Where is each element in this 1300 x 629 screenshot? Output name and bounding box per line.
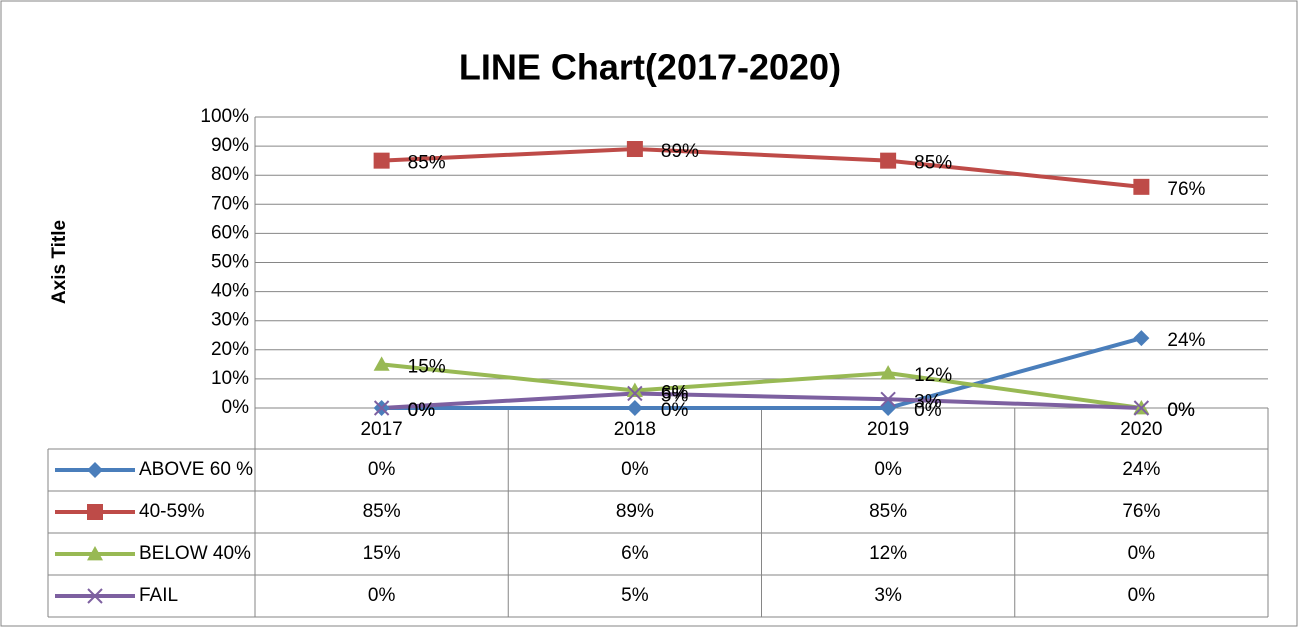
legend-marker — [87, 588, 103, 604]
legend-marker — [87, 504, 103, 520]
data-point — [880, 365, 897, 380]
y-tick-label: 20% — [211, 339, 249, 360]
series-line — [381, 147, 1142, 189]
table-cell: 0% — [1128, 585, 1156, 606]
x-tick-label: 2017 — [360, 419, 402, 440]
legend-label: ABOVE 60 % — [139, 459, 253, 480]
data-point — [880, 152, 897, 169]
data-point — [627, 385, 643, 402]
data-label: 5% — [661, 385, 689, 406]
table-cell: 89% — [616, 501, 654, 522]
data-point — [880, 391, 896, 407]
y-tick-label: 100% — [200, 106, 249, 127]
y-axis-title: Axis Title — [49, 220, 70, 304]
data-label: 0% — [1167, 400, 1195, 421]
legend-entry: 40-59% — [55, 501, 205, 522]
data-point — [373, 152, 390, 169]
y-tick-label: 90% — [211, 135, 249, 156]
y-tick-label: 0% — [222, 397, 250, 418]
table-cell: 12% — [869, 543, 907, 564]
series-line — [381, 391, 1142, 410]
y-tick-label: 40% — [211, 281, 249, 302]
data-label: 0% — [661, 400, 689, 421]
y-tick-label: 30% — [211, 310, 249, 331]
series-line — [381, 336, 1142, 410]
data-point — [1133, 330, 1150, 347]
y-tick-label: 80% — [211, 164, 249, 185]
data-label: 12% — [914, 365, 952, 386]
table-cell: 0% — [368, 585, 396, 606]
table-cell: 3% — [874, 585, 902, 606]
legend-entry: BELOW 40% — [55, 543, 251, 564]
data-point — [1133, 400, 1150, 416]
chart-title: LINE Chart(2017-2020) — [459, 47, 841, 88]
y-tick-label: 10% — [211, 368, 249, 389]
data-label: 85% — [408, 153, 446, 174]
data-label: 0% — [408, 400, 436, 421]
table-cell: 85% — [363, 501, 401, 522]
data-label: 3% — [914, 391, 942, 412]
legend-entry: ABOVE 60 % — [55, 459, 253, 480]
data-label: 85% — [914, 153, 952, 174]
data-point — [1133, 178, 1150, 195]
data-point — [626, 382, 643, 397]
x-tick-label: 2018 — [614, 419, 656, 440]
data-point — [626, 141, 643, 158]
table-cell: 0% — [874, 459, 902, 480]
data-label: 15% — [408, 356, 446, 377]
data-label: 76% — [1167, 179, 1205, 200]
table-cell: 24% — [1122, 459, 1160, 480]
legend-marker — [87, 462, 103, 478]
legend-entry: FAIL — [55, 585, 178, 606]
legend-marker — [87, 546, 103, 561]
table-cell: 0% — [621, 459, 649, 480]
legend-label: FAIL — [139, 585, 178, 606]
x-tick-label: 2020 — [1120, 419, 1162, 440]
x-tick-label: 2019 — [867, 419, 909, 440]
table-cell: 0% — [1128, 543, 1156, 564]
table-cell: 0% — [368, 459, 396, 480]
y-tick-label: 60% — [211, 222, 249, 243]
table-cell: 85% — [869, 501, 907, 522]
table-cell: 15% — [363, 543, 401, 564]
series-line — [381, 362, 1142, 410]
legend-label: 40-59% — [139, 501, 205, 522]
y-tick-label: 70% — [211, 193, 249, 214]
data-label: 24% — [1167, 330, 1205, 351]
data-label: 0% — [914, 400, 942, 421]
data-label: 6% — [661, 383, 689, 404]
data-label: 0% — [408, 400, 436, 421]
y-tick-label: 50% — [211, 252, 249, 273]
data-label: 89% — [661, 141, 699, 162]
data-point — [373, 400, 390, 416]
data-point — [626, 400, 643, 416]
data-point — [373, 356, 390, 371]
legend-label: BELOW 40% — [139, 543, 251, 564]
table-cell: 6% — [621, 543, 649, 564]
data-label: 0% — [1167, 400, 1195, 421]
table-cell: 5% — [621, 585, 649, 606]
table-cell: 76% — [1122, 501, 1160, 522]
